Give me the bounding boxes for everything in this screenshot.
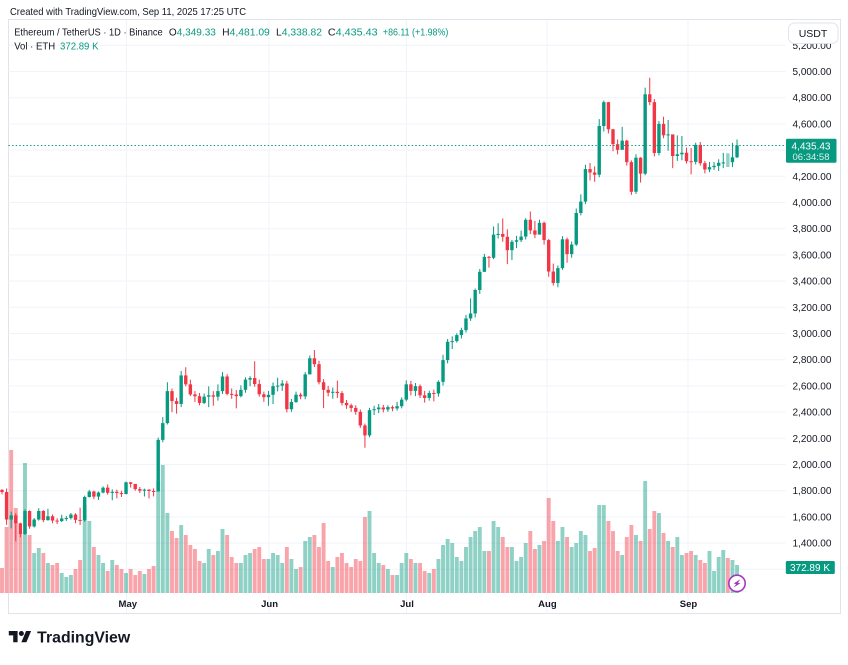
svg-text:Sep: Sep [680,599,698,610]
svg-text:1,600.00: 1,600.00 [793,512,832,523]
svg-text:5,000.00: 5,000.00 [793,67,832,78]
svg-text:3,800.00: 3,800.00 [793,224,832,235]
svg-text:2,800.00: 2,800.00 [793,355,832,366]
svg-text:4,435.43: 4,435.43 [792,142,831,153]
svg-text:4,000.00: 4,000.00 [793,198,832,209]
svg-text:2,200.00: 2,200.00 [793,434,832,445]
svg-text:4,200.00: 4,200.00 [793,172,832,183]
svg-text:372.89 K: 372.89 K [790,563,830,574]
svg-text:5,200.00: 5,200.00 [793,41,832,52]
svg-text:06:34:58: 06:34:58 [793,152,830,163]
svg-text:Jul: Jul [400,599,414,610]
svg-text:May: May [119,599,138,610]
svg-text:4,600.00: 4,600.00 [793,119,832,130]
svg-text:2,400.00: 2,400.00 [793,408,832,419]
svg-text:2,600.00: 2,600.00 [793,381,832,392]
svg-text:Ethereum / TetherUS · 1D · Bin: Ethereum / TetherUS · 1D · Binance [14,28,163,39]
svg-text:3,600.00: 3,600.00 [793,250,832,261]
svg-text:3,000.00: 3,000.00 [793,329,832,340]
svg-text:L4,338.82: L4,338.82 [276,28,322,39]
svg-text:TradingView: TradingView [37,629,131,646]
svg-text:1,400.00: 1,400.00 [793,539,832,550]
svg-text:Aug: Aug [538,599,557,610]
svg-text:USDT: USDT [799,28,828,40]
svg-text:Created with TradingView.com,: Created with TradingView.com, Sep 11, 20… [10,6,246,18]
svg-text:372.89 K: 372.89 K [60,42,99,53]
svg-text:3,200.00: 3,200.00 [793,303,832,314]
svg-text:1,800.00: 1,800.00 [793,486,832,497]
svg-text:H4,481.09: H4,481.09 [222,28,270,39]
svg-text:C4,435.43: C4,435.43 [328,28,378,39]
svg-text:Jun: Jun [261,599,278,610]
svg-text:O4,349.33: O4,349.33 [169,28,216,39]
svg-text:+86.11 (+1.98%): +86.11 (+1.98%) [383,28,448,39]
svg-text:4,800.00: 4,800.00 [793,93,832,104]
svg-text:Vol · ETH: Vol · ETH [14,42,55,53]
svg-text:2,000.00: 2,000.00 [793,460,832,471]
svg-text:3,400.00: 3,400.00 [793,277,832,288]
